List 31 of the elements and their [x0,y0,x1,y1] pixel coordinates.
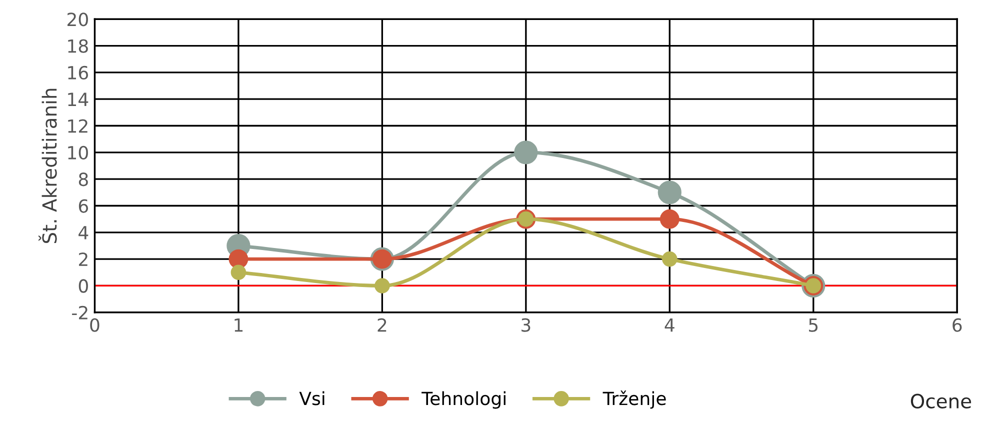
y-tick-label: 14 [68,92,88,106]
y-tick-label: 10 [68,146,88,160]
y-tick-label: 18 [68,39,88,53]
point [228,249,248,269]
point [374,278,390,294]
x-tick-label: 3 [522,318,530,332]
y-tick-label: 16 [68,66,88,80]
x-tick-label: 6 [952,318,962,332]
point [662,251,678,267]
point [514,140,538,164]
point [658,180,682,204]
x-tick-label: 1 [234,318,243,332]
legend-label: Trženje [602,390,666,409]
legend-label: Vsi [299,391,324,406]
x-axis-title: Ocene [910,394,972,408]
y-tick-label: -2 [72,306,88,320]
y-tick-label: 2 [78,252,88,266]
y-tick-label: 0 [78,279,88,293]
x-tick-label: 4 [664,318,674,332]
y-tick-label: 8 [78,172,88,186]
point [660,209,680,229]
x-tick-label: 2 [378,318,386,332]
y-tick-label: 6 [78,199,88,213]
legend-label: Tehnologi [422,391,506,409]
point [230,264,246,280]
y-axis-title: Št. Akreditiranih [38,88,57,244]
x-tick-label: 0 [90,318,100,332]
y-tick-label: 12 [68,119,88,133]
y-tick-label: 4 [78,226,88,240]
x-tick-label: 5 [809,318,818,332]
y-tick-label: 20 [68,12,88,26]
